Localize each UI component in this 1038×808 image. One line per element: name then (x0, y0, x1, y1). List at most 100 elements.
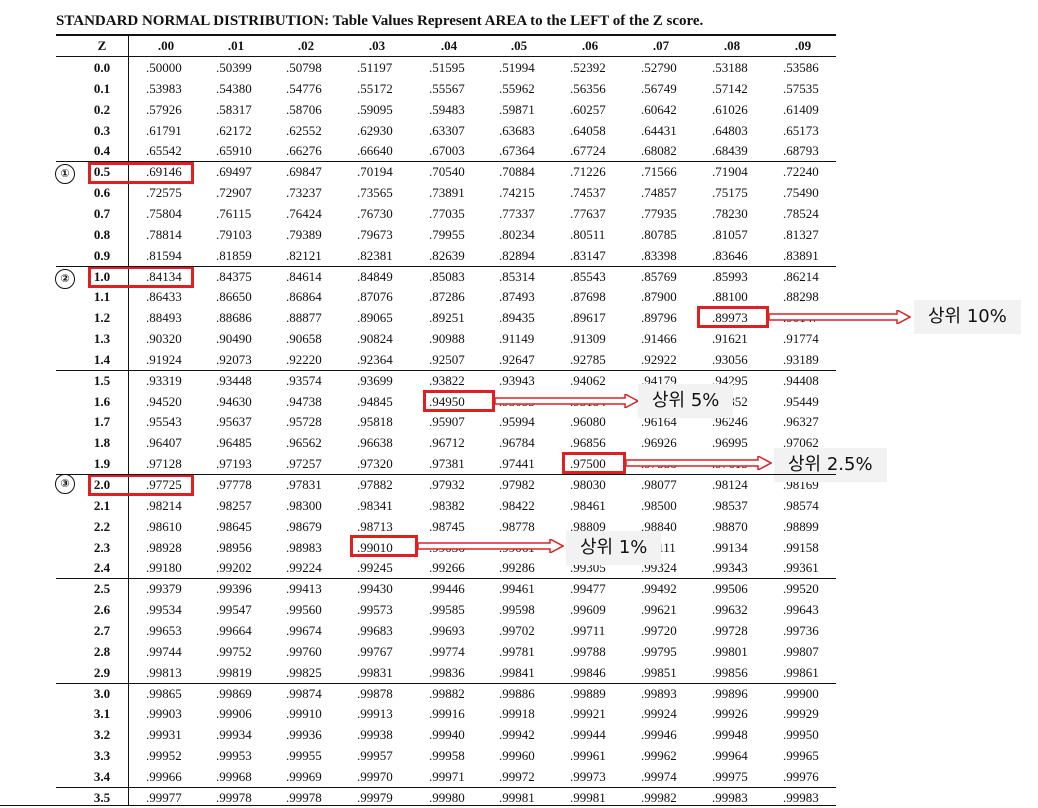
table-row: 1.7 .95543 .95637 .95728 .95818 .95907 .95994.… (56, 411, 836, 432)
probability-cell: .55567 (429, 80, 465, 96)
probability-cell: .67003 (429, 143, 465, 159)
z-value: 3.4 (93, 768, 111, 784)
probability-cell: .79103 (216, 226, 252, 242)
probability-cell: .89617 (570, 310, 606, 326)
probability-cell: .99965 (783, 748, 819, 764)
probability-cell: .99940 (429, 727, 465, 743)
probability-cell: .80511 (570, 226, 606, 242)
probability-cell: .89251 (429, 310, 465, 326)
z-value: 1.5 (93, 372, 111, 388)
probability-cell: .99893 (641, 685, 677, 701)
probability-cell: .69847 (286, 164, 322, 180)
probability-cell: .96638 (357, 435, 393, 451)
probability-cell: .99865 (146, 685, 182, 701)
probability-cell: .82121 (286, 247, 322, 263)
probability-cell: .99430 (357, 581, 393, 597)
probability-cell: .90988 (429, 331, 465, 347)
probability-cell: .92922 (641, 351, 677, 367)
probability-cell: .96407 (146, 435, 182, 451)
probability-cell: .99846 (570, 664, 606, 680)
probability-cell: .72907 (216, 185, 252, 201)
probability-cell: .98610 (146, 518, 182, 534)
table-row: 2.1 .98214 .98257 .98300 .98341 .98382 .98422.… (56, 495, 836, 516)
z-value: 2.6 (93, 602, 111, 618)
table-row: 1.2 .88493 .88686 .88877 .89065 .89251 .89435.… (56, 307, 836, 328)
header-col: .02 (297, 38, 315, 53)
probability-cell: .98124 (712, 477, 748, 492)
probability-cell: .78814 (146, 226, 182, 242)
probability-cell: .98840 (641, 518, 677, 534)
probability-cell: .94950 (429, 393, 465, 409)
probability-cell: .97381 (429, 456, 465, 472)
probability-cell: .53983 (146, 80, 182, 96)
z-value: 2.9 (93, 664, 111, 680)
probability-cell: .99767 (357, 643, 393, 659)
probability-cell: .91149 (499, 331, 535, 347)
probability-cell: .57142 (712, 80, 748, 96)
probability-cell: .64058 (570, 122, 606, 138)
probability-cell: .99874 (286, 685, 322, 701)
probability-cell: .99955 (286, 748, 322, 764)
z-value: 1.3 (93, 331, 111, 347)
probability-cell: .87076 (357, 289, 393, 305)
probability-cell: .74215 (499, 185, 535, 201)
probability-cell: .99903 (146, 706, 182, 722)
table-row: 2.4 .99180 .99202 .99224 .99245 .99266 .99286.… (56, 557, 836, 578)
probability-cell: .99931 (146, 727, 182, 743)
probability-cell: .98899 (783, 518, 819, 534)
z-value: 2.0 (93, 477, 111, 492)
probability-cell: .52392 (570, 60, 606, 75)
probability-cell: .99981 (499, 789, 535, 805)
probability-cell: .97882 (357, 477, 393, 492)
z-value: 0.9 (93, 247, 111, 263)
table-row: 0.9 .81594 .81859 .82121 .82381 .82639 .82894.… (56, 245, 836, 266)
probability-cell: .99973 (570, 768, 606, 784)
probability-cell: .89973 (712, 310, 748, 326)
table-row: 2.6 .99534 .99547 .99560 .99573 .99585 .99598.… (56, 599, 836, 620)
probability-cell: .68793 (783, 143, 819, 159)
table-row: 3.2 .99931 .99934 .99936 .99938 .99940 .99942.… (56, 724, 836, 745)
probability-cell: .53188 (712, 60, 748, 75)
highlight-z20-row (88, 474, 194, 496)
probability-cell: .96164 (641, 414, 677, 430)
probability-cell: .99970 (357, 768, 393, 784)
probability-cell: .76730 (357, 205, 393, 221)
probability-cell: .50000 (146, 60, 182, 75)
probability-cell: .97725 (146, 477, 182, 492)
probability-cell: .81594 (146, 247, 182, 263)
probability-cell: .98257 (216, 497, 252, 513)
probability-cell: .51595 (429, 60, 465, 75)
probability-cell: .99795 (641, 643, 677, 659)
probability-cell: .99918 (499, 706, 535, 722)
probability-cell: .97500 (570, 456, 606, 472)
probability-cell: .98745 (429, 518, 465, 534)
probability-cell: .85543 (570, 268, 606, 284)
probability-cell: .87900 (641, 289, 677, 305)
z-value: 1.6 (93, 393, 111, 409)
probability-cell: .99976 (783, 768, 819, 784)
probability-cell: .99957 (357, 748, 393, 764)
probability-cell: .82381 (357, 247, 393, 263)
highlight-top2-5-value (562, 452, 626, 474)
probability-cell: .94408 (783, 372, 819, 388)
probability-cell: .96327 (783, 414, 819, 430)
probability-cell: .79955 (429, 226, 465, 242)
probability-cell: .59483 (429, 101, 465, 117)
z-value: 1.2 (93, 310, 111, 326)
table-row: 1.1 .86433 .86650 .86864 .87076 .87286 .87493.… (56, 286, 836, 307)
table-row: 0.8 .78814 .79103 .79389 .79673 .79955 .80234.… (56, 224, 836, 245)
probability-cell: .99934 (216, 727, 252, 743)
probability-cell: .82639 (429, 247, 465, 263)
probability-cell: .95637 (216, 414, 252, 430)
probability-cell: .99801 (712, 643, 748, 659)
probability-cell: .99520 (783, 581, 819, 597)
probability-cell: .99202 (216, 560, 252, 576)
probability-cell: .99728 (712, 622, 748, 638)
arrow-top1-icon (418, 539, 564, 553)
probability-cell: .96995 (712, 435, 748, 451)
probability-cell: .60642 (641, 101, 677, 117)
probability-cell: .99968 (216, 768, 252, 784)
probability-cell: .59095 (357, 101, 393, 117)
probability-cell: .97193 (216, 456, 252, 472)
probability-cell: .99978 (286, 789, 322, 805)
